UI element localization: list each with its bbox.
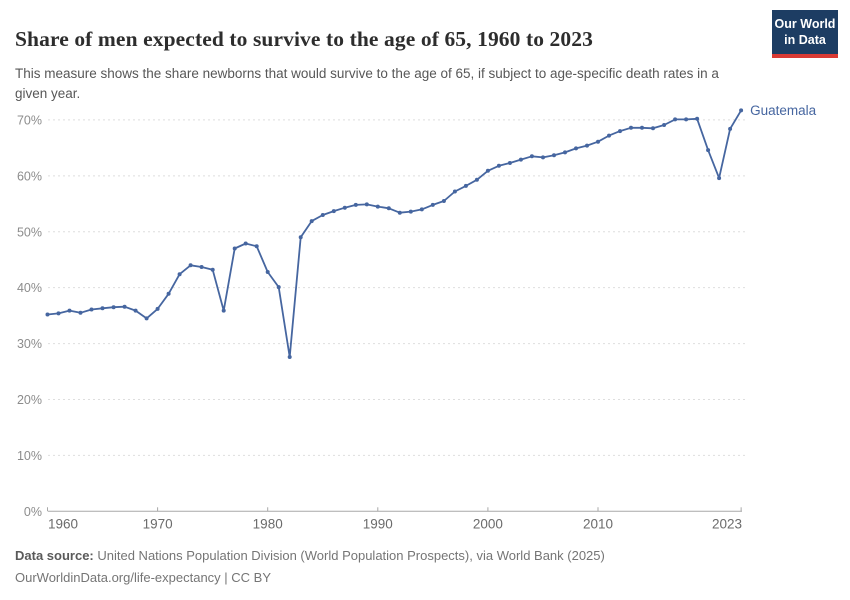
owid-logo[interactable]: Our World in Data	[772, 10, 838, 58]
data-point-1967	[122, 304, 127, 309]
data-point-2011	[607, 133, 611, 138]
data-point-1990	[375, 204, 380, 209]
data-point-2000	[485, 168, 490, 173]
y-axis-label-0: 0%	[24, 505, 42, 519]
chart-subtitle: This measure shows the share newborns th…	[15, 65, 719, 102]
data-point-2022	[728, 126, 733, 131]
data-point-2003	[518, 157, 523, 162]
data-point-1964	[89, 307, 94, 312]
data-point-1987	[342, 205, 347, 210]
data-point-1998	[463, 183, 468, 188]
data-point-2007	[563, 150, 567, 155]
data-point-1966	[111, 305, 116, 310]
data-point-1973	[188, 263, 193, 268]
data-point-1988	[353, 202, 358, 207]
data-point-1983	[298, 235, 303, 240]
data-point-1985	[320, 213, 325, 217]
entity-label-guatemala[interactable]: Guatemala	[750, 103, 817, 118]
data-point-1974	[199, 265, 204, 269]
x-axis-label-2023: 2023	[712, 516, 742, 531]
data-point-1986	[331, 209, 336, 214]
y-axis-label-50: 50%	[17, 225, 42, 239]
x-axis-label-1960: 1960	[48, 516, 78, 531]
y-axis-label-10: 10%	[17, 449, 42, 463]
owid-logo-line2: in Data	[784, 33, 826, 48]
data-point-2002	[507, 161, 512, 165]
x-axis-label-1970: 1970	[143, 516, 173, 531]
data-point-1981	[276, 285, 281, 290]
x-axis-label-2000: 2000	[473, 516, 503, 531]
data-point-2013	[629, 125, 633, 130]
data-point-1980	[265, 270, 270, 274]
data-point-1993	[408, 209, 413, 214]
data-point-1969	[144, 316, 149, 321]
data-point-1979	[254, 244, 259, 249]
data-point-2018	[684, 117, 689, 122]
data-point-2014	[640, 125, 644, 130]
data-point-1997	[452, 189, 457, 194]
data-point-1970	[155, 306, 160, 311]
data-point-1975	[210, 267, 215, 272]
data-point-1972	[177, 272, 182, 277]
data-point-1963	[78, 310, 83, 315]
y-axis-label-20: 20%	[17, 393, 42, 407]
data-point-2005	[541, 155, 545, 160]
data-point-2019	[695, 116, 700, 121]
data-point-1994	[419, 207, 424, 212]
data-point-1992	[397, 210, 402, 215]
data-point-2009	[585, 143, 589, 148]
data-point-2012	[618, 129, 622, 134]
chart-title: Share of men expected to survive to the …	[15, 27, 593, 52]
data-point-1960	[45, 312, 50, 317]
owid-logo-accent-bar	[772, 53, 838, 58]
data-source-text: United Nations Population Division (Worl…	[93, 548, 605, 563]
citation-link[interactable]: OurWorldinData.org/life-expectancy | CC …	[15, 570, 272, 586]
data-point-2023	[739, 108, 744, 113]
data-point-1989	[364, 202, 369, 207]
data-point-1978	[243, 241, 248, 246]
data-point-2017	[673, 117, 678, 122]
y-axis-label-70: 70%	[17, 113, 42, 127]
line-chart[interactable]: 0% 10% 20% 30% 40% 50% 60% 70% 1960 1970 1980 1990 2…	[0, 0, 850, 540]
data-point-1996	[441, 199, 446, 203]
data-point-1995	[430, 202, 435, 207]
data-point-1976	[221, 308, 226, 313]
data-source-label: Data source:	[15, 548, 94, 563]
series-line-guatemala[interactable]	[46, 109, 742, 358]
data-point-2008	[574, 146, 578, 151]
data-point-1999	[474, 177, 479, 182]
data-point-2016	[662, 123, 667, 127]
data-point-2020	[706, 148, 711, 153]
x-axis-label-1990: 1990	[363, 516, 393, 531]
data-point-1982	[287, 355, 292, 359]
series-guatemala[interactable]: Guatemala	[45, 103, 817, 359]
y-axis-label-60: 60%	[17, 169, 42, 183]
y-axis-label-30: 30%	[17, 337, 42, 351]
data-point-1962	[67, 308, 72, 313]
data-point-2010	[596, 139, 600, 144]
data-point-1977	[232, 246, 237, 251]
data-point-1984	[309, 219, 314, 224]
x-axis-label-1980: 1980	[253, 516, 283, 531]
chart-footer: Data source: United Nations Population D…	[15, 545, 835, 589]
data-point-1961	[56, 311, 61, 316]
data-point-1971	[166, 291, 171, 296]
owid-logo-line1: Our World	[774, 17, 836, 31]
data-source-line: Data source: United Nations Population D…	[15, 545, 835, 567]
data-point-1968	[133, 308, 138, 313]
data-point-2021	[717, 176, 722, 181]
data-point-2006	[552, 153, 556, 158]
data-point-1965	[100, 306, 105, 311]
data-point-2015	[651, 126, 655, 131]
data-point-2001	[496, 163, 501, 168]
data-point-2004	[529, 154, 534, 159]
x-axis-label-2010: 2010	[583, 516, 613, 531]
y-axis-label-40: 40%	[17, 281, 42, 295]
data-point-1991	[386, 206, 391, 211]
